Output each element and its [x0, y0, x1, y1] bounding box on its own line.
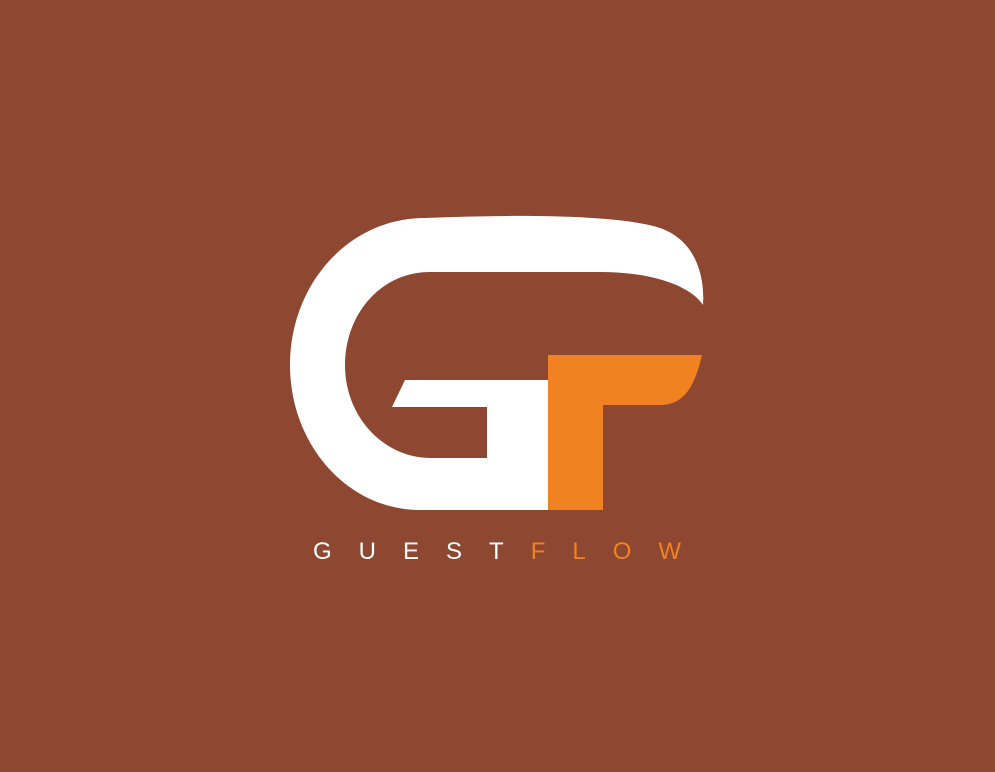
wordmark-primary: GUEST [313, 538, 531, 565]
wordmark: GUESTFLOW [313, 538, 708, 565]
logo-letter-f [548, 355, 702, 510]
logo-letter-g [290, 215, 704, 510]
wordmark-accent: FLOW [531, 538, 708, 565]
